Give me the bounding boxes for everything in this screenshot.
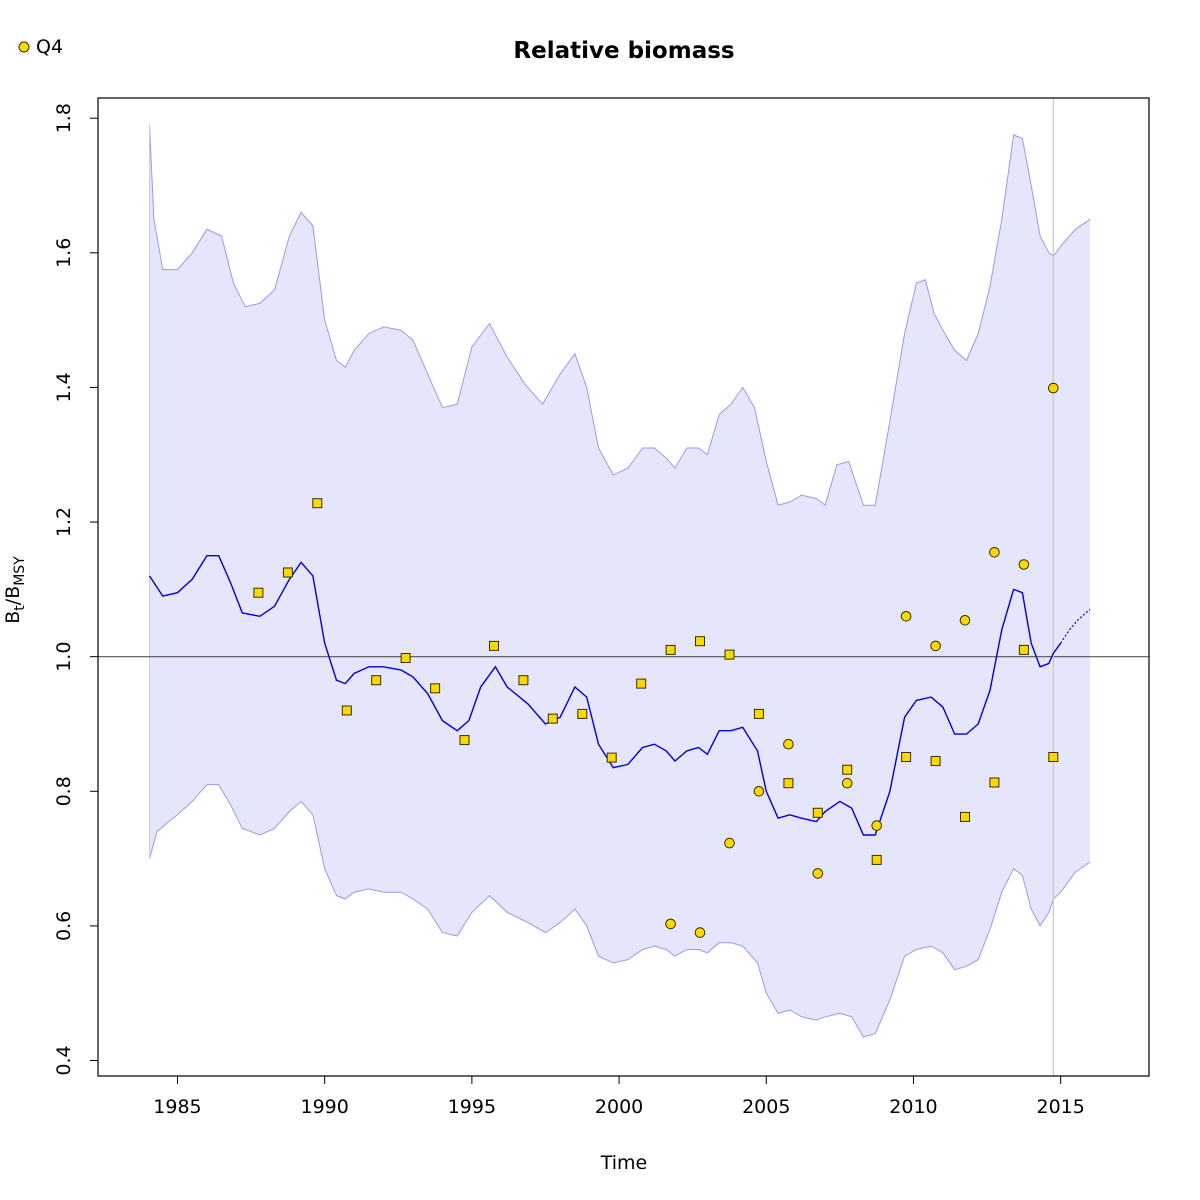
index-square-21 (871, 854, 882, 865)
index-square-23 (930, 756, 941, 766)
index-square-13 (636, 678, 647, 689)
y-axis-title-sub2: MSY (12, 556, 28, 586)
lower-ci-line (149, 784, 1091, 1038)
y-axis-title-sep: /B (2, 586, 24, 605)
index-square-24 (960, 811, 970, 822)
index-square-5 (400, 653, 411, 663)
index-square-7 (459, 735, 470, 746)
y-tick-label-3: 1.0 (53, 642, 75, 672)
x-tick-label-6: 2015 (1037, 1096, 1085, 1118)
legend-label-q4: Q4 (36, 36, 63, 58)
index-square-25 (989, 777, 1000, 788)
index-circle-6 (841, 777, 853, 789)
index-square-10 (547, 713, 558, 724)
upper-ci-line (149, 124, 1091, 507)
x-tick-label-1: 1990 (301, 1096, 349, 1118)
y-tick-label-5: 1.4 (53, 372, 75, 402)
index-square-17 (753, 708, 764, 719)
index-circle-9 (930, 640, 941, 652)
projection-line (1060, 609, 1091, 644)
confidence-band-area (149, 124, 1091, 1037)
index-circle-13 (1048, 382, 1059, 394)
plot-frame (97, 97, 1150, 1077)
index-square-1 (282, 567, 293, 578)
confidence-band (149, 124, 1091, 1038)
index-square-3 (341, 705, 352, 716)
index-circle-0 (665, 918, 676, 930)
index-square-14 (665, 644, 676, 655)
legend: Q4 (18, 36, 63, 58)
x-tick-label-3: 2000 (595, 1096, 643, 1118)
index-circle-1 (694, 927, 706, 938)
index-circle-4 (783, 738, 794, 750)
median-line (148, 555, 1062, 836)
x-tick-label-2: 1995 (448, 1096, 496, 1118)
index-square-12 (606, 752, 617, 763)
index-circle-8 (900, 611, 912, 622)
y-axis-title-main: B (2, 611, 24, 624)
y-tick-label-1: 0.6 (53, 911, 75, 941)
y-axis-title: Bt/BMSY (2, 556, 28, 624)
index-circle-2 (724, 837, 735, 849)
y-axis-title-sub1: t (12, 605, 28, 611)
index-square-16 (724, 649, 735, 660)
index-square-19 (812, 807, 823, 818)
index-square-9 (518, 675, 529, 686)
index-circle-7 (871, 820, 883, 831)
index-square-0 (253, 587, 264, 598)
legend-marker-q4 (18, 41, 30, 53)
index-square-11 (577, 708, 588, 719)
index-square-22 (901, 752, 912, 762)
index-square-15 (695, 636, 705, 647)
index-square-6 (430, 683, 441, 694)
index-square-2 (312, 498, 323, 509)
y-axis: 0.4 0.6 0.8 1.0 1.2 1.4 1.6 1.8 (53, 103, 98, 1076)
chart-title: Relative biomass (513, 38, 734, 64)
index-circle-5 (812, 868, 824, 879)
median-series (148, 555, 1091, 836)
index-circle-11 (989, 547, 1000, 558)
index-square-18 (783, 778, 794, 789)
index-circle-12 (1018, 559, 1030, 570)
index-circle-3 (753, 786, 765, 797)
y-tick-label-6: 1.6 (53, 238, 75, 268)
index-square-20 (842, 764, 853, 775)
x-axis: 1985 1990 1995 2000 2005 2010 2015 (153, 1076, 1085, 1118)
y-tick-label-4: 1.2 (53, 507, 75, 537)
y-tick-label-2: 0.8 (53, 776, 75, 806)
x-tick-label-4: 2005 (742, 1096, 790, 1118)
index-square-26 (1018, 644, 1029, 655)
index-square-27 (1048, 752, 1059, 762)
x-tick-label-5: 2010 (889, 1096, 937, 1118)
index-square-8 (489, 640, 499, 651)
index-circle-10 (959, 615, 971, 626)
x-tick-label-0: 1985 (153, 1096, 201, 1118)
x-axis-title: Time (600, 1152, 648, 1174)
index-points (253, 382, 1059, 938)
y-tick-label-7: 1.8 (53, 103, 75, 133)
index-square-4 (371, 675, 382, 686)
y-tick-label-0: 0.4 (53, 1045, 75, 1075)
reference-lines (98, 98, 1149, 1076)
